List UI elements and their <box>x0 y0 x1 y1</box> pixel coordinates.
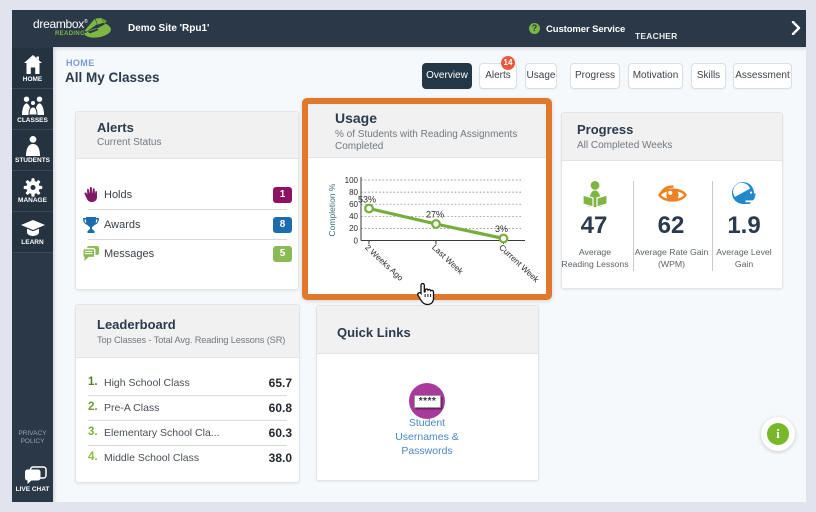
svg-text:27%: 27% <box>426 210 444 220</box>
svg-text:Current Week: Current Week <box>497 242 542 285</box>
svg-text:Completion %: Completion % <box>327 183 337 236</box>
svg-text:60: 60 <box>349 200 358 209</box>
svg-text:80: 80 <box>349 188 358 197</box>
svg-text:20: 20 <box>349 224 358 233</box>
svg-text:3%: 3% <box>495 224 508 234</box>
svg-text:Last Week: Last Week <box>430 242 466 277</box>
svg-text:2 Weeks Ago: 2 Weeks Ago <box>363 242 406 283</box>
svg-text:100: 100 <box>345 176 359 185</box>
svg-text:40: 40 <box>349 212 358 221</box>
svg-text:53%: 53% <box>358 195 376 205</box>
svg-text:0: 0 <box>354 236 359 245</box>
